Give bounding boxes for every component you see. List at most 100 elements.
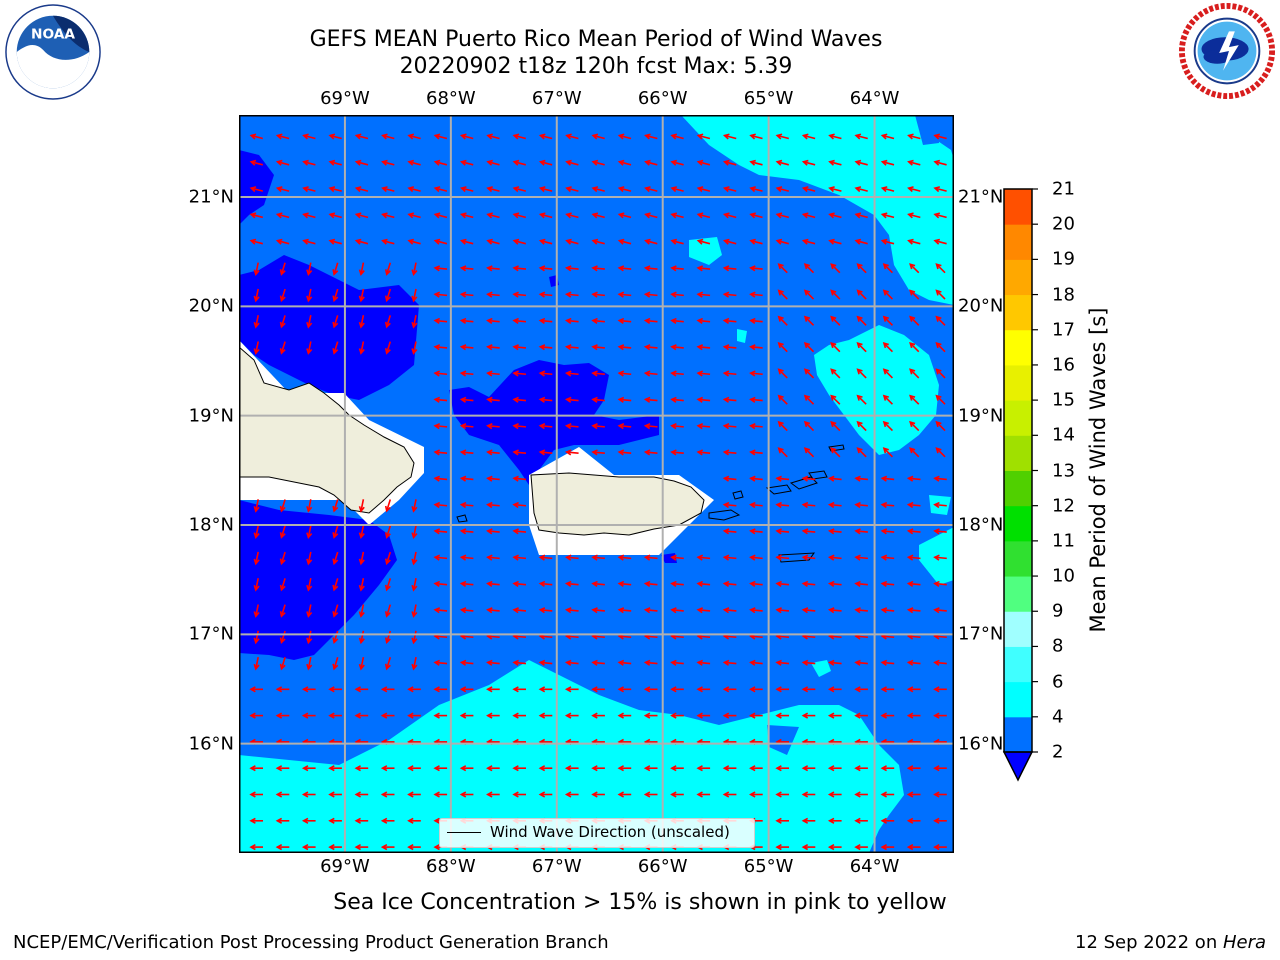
colorbar-tick-label: 12 <box>1052 495 1075 517</box>
lon-tick-label-bot: 66°W <box>637 856 688 877</box>
wind-arrow <box>591 554 605 561</box>
lon-tick-label-bot: 65°W <box>743 856 794 877</box>
wind-arrow <box>749 791 763 798</box>
wind-arrow <box>332 657 339 671</box>
wind-arrow <box>407 133 421 140</box>
wind-arrow <box>801 159 816 166</box>
wind-arrow <box>617 159 632 166</box>
island-vieques <box>708 509 741 521</box>
wind-arrow <box>670 212 684 219</box>
wind-arrow <box>328 765 342 772</box>
wind-arrow <box>801 817 816 824</box>
wind-arrow <box>830 394 841 405</box>
wind-arrow <box>384 499 392 513</box>
wind-arrow <box>591 133 605 140</box>
wind-arrow <box>670 765 684 772</box>
wind-arrow <box>486 159 500 166</box>
lat-tick-label-left: 16°N <box>188 733 234 755</box>
wind-arrow <box>801 659 816 666</box>
wind-arrow <box>880 844 895 851</box>
wind-arrow <box>775 186 790 193</box>
wind-arrow <box>722 791 737 798</box>
wind-arrow <box>854 475 868 482</box>
wind-arrow <box>617 238 632 245</box>
colorbar-tick-label: 4 <box>1052 706 1064 728</box>
wind-arrow <box>433 449 448 456</box>
wind-arrow <box>564 607 579 614</box>
wind-arrow <box>749 344 763 351</box>
wind-arrow <box>777 263 788 274</box>
wind-arrow <box>332 499 339 513</box>
wind-arrow <box>882 420 894 432</box>
wind-arrow <box>696 133 711 140</box>
island-tortola <box>808 470 828 480</box>
wind-arrow <box>670 265 684 272</box>
wind-arrow <box>670 554 684 561</box>
wind-arrow <box>880 712 895 719</box>
wind-arrow <box>749 765 763 772</box>
wind-arrow <box>643 423 658 430</box>
wind-arrow <box>749 501 763 509</box>
wind-arrow <box>306 499 313 513</box>
wind-arrow <box>696 212 711 219</box>
colorbar-band <box>1004 681 1032 718</box>
wind-arrow <box>906 659 921 666</box>
wind-arrow <box>459 317 474 324</box>
wind-arrow <box>643 344 658 351</box>
wind-arrow <box>591 765 605 772</box>
wind-arrow <box>565 238 579 245</box>
wind-arrow <box>433 791 448 798</box>
wind-arrow <box>433 265 448 272</box>
wind-arrow <box>459 659 474 666</box>
wind-arrow <box>459 501 474 509</box>
colorbar-tick-label: 16 <box>1052 354 1075 376</box>
wind-arrow <box>253 604 260 618</box>
wind-arrow <box>906 475 921 482</box>
wind-arrow <box>854 501 868 509</box>
wind-arrow <box>328 133 342 140</box>
wind-arrow <box>906 765 921 772</box>
wind-arrow <box>565 159 579 166</box>
wind-arrow <box>384 551 392 566</box>
wind-arrow <box>459 791 474 798</box>
wind-arrow <box>617 317 632 324</box>
wind-arrow <box>801 475 816 482</box>
wind-arrow <box>749 607 763 614</box>
wind-arrow <box>696 317 711 324</box>
wind-arrow <box>696 159 711 166</box>
wind-arrow <box>644 186 658 193</box>
wind-arrow <box>332 288 339 303</box>
wind-arrow <box>722 475 737 482</box>
wind-arrow <box>749 712 763 719</box>
wind-arrow <box>828 212 842 219</box>
wind-arrow <box>332 630 339 645</box>
wind-arrow <box>564 265 579 272</box>
wind-arrow <box>882 368 894 379</box>
wind-arrow <box>906 686 921 693</box>
wind-arrow <box>512 449 527 456</box>
wind-arrow <box>617 686 632 693</box>
wind-arrow <box>827 580 842 587</box>
nws-logo <box>1178 2 1276 100</box>
wind-arrow <box>856 368 867 379</box>
wind-arrow <box>907 212 921 219</box>
wind-arrow <box>880 475 895 482</box>
wind-arrow <box>696 686 711 693</box>
wind-arrow <box>880 159 895 166</box>
wind-arrow <box>538 265 553 272</box>
wind-arrow <box>538 423 553 430</box>
colorbar-band <box>1004 224 1032 260</box>
wind-arrow <box>380 712 395 719</box>
wind-arrow <box>249 765 263 772</box>
wind-arrow <box>644 238 658 245</box>
wind-arrow <box>411 288 418 303</box>
wind-arrow <box>643 554 658 561</box>
wind-arrow <box>643 712 658 719</box>
wind-arrow <box>279 499 286 513</box>
wind-arrow <box>512 765 526 772</box>
wind-arrow <box>856 289 867 300</box>
colorbar-tick-label: 18 <box>1052 284 1075 306</box>
wind-arrow <box>775 528 790 535</box>
wind-arrow <box>670 580 684 587</box>
wind-arrow <box>830 263 841 274</box>
